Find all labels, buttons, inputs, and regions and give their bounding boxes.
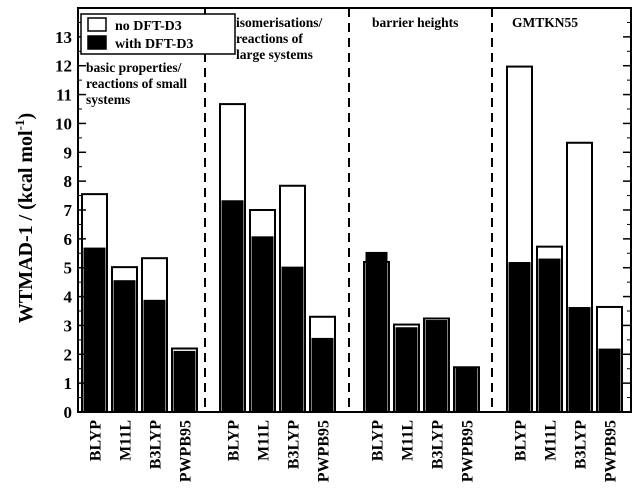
- bar-with-d3: [365, 251, 388, 413]
- group-label-line: large systems: [236, 47, 313, 62]
- bar-with-d3: [311, 337, 334, 413]
- bar-with-d3: [508, 262, 531, 413]
- y-tick-label: 0: [64, 403, 73, 422]
- y-tick-label: 13: [55, 28, 72, 47]
- group-labels: basic properties/reactions of smallsyste…: [86, 15, 578, 107]
- x-tick-label: PWPB95: [316, 420, 333, 482]
- legend-label-no-d3: no DFT-D3: [115, 19, 182, 34]
- bars-layer: [81, 65, 623, 414]
- y-tick-label: 11: [56, 86, 72, 105]
- bar-with-d3: [538, 258, 561, 413]
- y-tick-label: 12: [55, 57, 72, 76]
- x-tick-label: BLYP: [226, 420, 243, 461]
- bar-with-d3: [455, 366, 478, 413]
- bar-with-d3: [83, 247, 106, 413]
- y-tick-label: 7: [64, 201, 73, 220]
- x-tick-label: M11L: [256, 420, 273, 461]
- x-tick-label: B3LYP: [573, 420, 590, 469]
- y-tick-label: 2: [64, 345, 73, 364]
- y-tick-label: 8: [64, 172, 73, 191]
- group-label-line: reactions of: [236, 31, 303, 46]
- bar-with-d3: [143, 299, 166, 413]
- legend-swatch-with-d3: [87, 35, 107, 50]
- x-tick-label: BLYP: [370, 420, 387, 461]
- x-tick-label: PWPB95: [603, 420, 620, 482]
- group-label-line: isomerisations/: [236, 15, 322, 30]
- y-tick-label: 5: [64, 259, 73, 278]
- y-axis-label: WTMAD-1 / (kcal mol-1): [12, 113, 37, 323]
- legend: no DFT-D3 with DFT-D3: [80, 13, 236, 55]
- bar-with-d3: [251, 236, 274, 413]
- x-tick-label: BLYP: [513, 420, 530, 461]
- group-label-line: reactions of small: [86, 76, 187, 91]
- x-tick-label: M11L: [400, 420, 417, 461]
- x-tick-label: B3LYP: [430, 420, 447, 469]
- group-label-line: barrier heights: [372, 15, 458, 30]
- bar-with-d3: [221, 200, 244, 413]
- group-dividers: [204, 8, 493, 412]
- group-label-line: systems: [86, 92, 130, 107]
- bar-with-d3: [598, 348, 621, 413]
- y-tick-label: 1: [64, 374, 73, 393]
- bar-with-d3: [568, 307, 591, 413]
- y-tick-label: 9: [64, 143, 73, 162]
- legend-swatch-no-d3: [87, 17, 107, 32]
- y-tick-label: 4: [64, 288, 73, 307]
- y-tick-label: 3: [64, 316, 73, 335]
- bar-with-d3: [425, 320, 448, 413]
- y-tick-label: 6: [64, 230, 73, 249]
- bar-with-d3: [281, 266, 304, 413]
- group-label-line: basic properties/: [86, 60, 182, 75]
- x-tick-label: M11L: [543, 420, 560, 461]
- x-tick-label: BLYP: [88, 420, 105, 461]
- x-tick-label: B3LYP: [148, 420, 165, 469]
- x-tick-label: PWPB95: [460, 420, 477, 482]
- bar-with-d3: [173, 350, 196, 413]
- x-tick-label: B3LYP: [286, 420, 303, 469]
- bar-with-d3: [395, 327, 418, 413]
- legend-label-with-d3: with DFT-D3: [115, 37, 193, 52]
- y-tick-label: 10: [55, 114, 72, 133]
- x-tick-label: M11L: [118, 420, 135, 461]
- x-tick-label: PWPB95: [178, 420, 195, 482]
- group-label-line: GMTKN55: [512, 15, 578, 30]
- bar-with-d3: [113, 280, 136, 413]
- x-axis-labels: BLYP M11L B3LYP PWPB95 BLYP M11L B3LYP PWPB95 BL…: [88, 420, 620, 482]
